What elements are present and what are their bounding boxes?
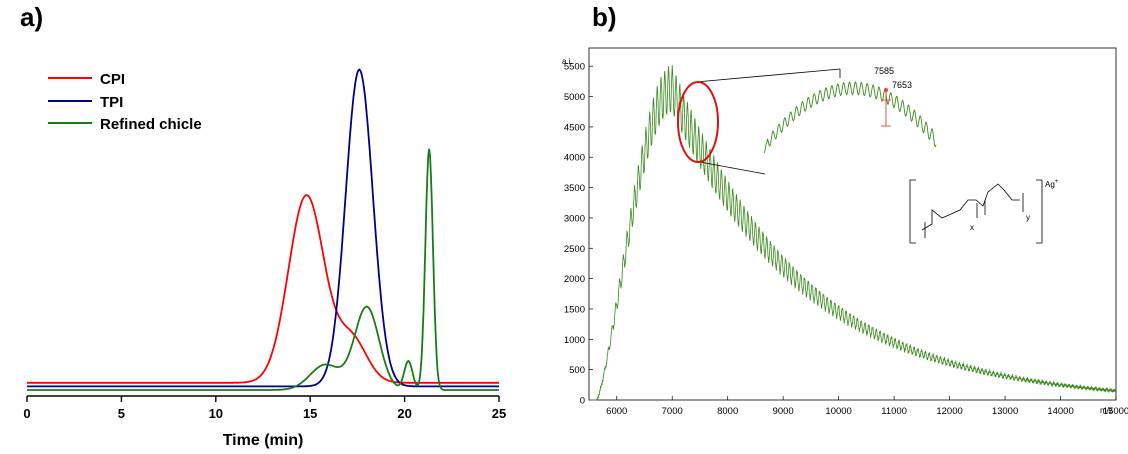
y-tick-label: 4000 (564, 153, 585, 164)
x-tick-label: 6000 (606, 406, 627, 417)
structure-ion-symbol: Ag (1045, 180, 1055, 189)
x-tick-label: 15 (303, 406, 317, 421)
y-tick-label: 1000 (564, 335, 585, 346)
panel-b-spectrum-line (589, 65, 1117, 401)
y-tick-label: 500 (569, 365, 585, 376)
panel-a-x-ticks: 0 5 10 15 20 25 (23, 396, 506, 421)
x-tick-label: 0 (23, 406, 30, 421)
x-tick-label: 10 (209, 406, 223, 421)
panel-b-y-axis-label: a.i. (562, 57, 573, 66)
structure-subscript-y: y (1026, 213, 1030, 222)
panel-b-frame (588, 47, 1117, 401)
y-tick-label: 2000 (564, 274, 585, 285)
structure-chain (921, 183, 1020, 231)
panel-b-y-ticks: 0 500 1000 1500 2000 2500 3000 3500 4000 4500 5000… (564, 62, 593, 407)
panel-a-legend: CPI TPI Refined chicle (48, 71, 202, 133)
x-tick-label: 14000 (1047, 406, 1073, 417)
x-tick-label: 20 (397, 406, 411, 421)
y-tick-label: 3000 (564, 213, 585, 224)
series-line-tpi (27, 68, 499, 388)
zoom-connector-bottom (699, 161, 766, 175)
y-tick-label: 2500 (564, 244, 585, 255)
annotation-marker-dot (883, 87, 889, 93)
y-tick-label: 5500 (564, 62, 585, 73)
zoom-region-circle (677, 81, 719, 163)
zoom-connector-top (695, 68, 841, 83)
structure-ion-charge: + (1055, 179, 1059, 185)
x-tick-label: 12000 (936, 406, 962, 417)
panel-a-label: a) (20, 2, 43, 32)
x-tick-label: 15000 (1103, 406, 1128, 417)
legend-label-tpi: TPI (100, 94, 123, 111)
annotation-7653: 7653 (892, 80, 912, 90)
y-tick-label: 5000 (564, 92, 585, 103)
panel-b: b) a.i. m/z 0 500 1000 1500 2000 2500 3000 3500… (562, 2, 1128, 417)
y-tick-label: 4500 (564, 122, 585, 133)
series-line-cpi (27, 194, 499, 384)
x-tick-label: 7000 (662, 406, 683, 417)
y-tick-label: 0 (580, 396, 585, 407)
series-line-refined-chicle (27, 148, 499, 391)
x-tick-label: 9000 (773, 406, 794, 417)
legend-label-refined-chicle: Refined chicle (100, 116, 202, 133)
panel-b-label: b) (592, 2, 617, 32)
legend-label-cpi: CPI (100, 71, 125, 88)
x-tick-label: 5 (118, 406, 125, 421)
structure-bracket-right (1036, 179, 1043, 244)
x-tick-label: 8000 (717, 406, 738, 417)
panel-a-x-axis-label: Time (min) (223, 432, 304, 449)
x-tick-label: 11000 (881, 406, 907, 417)
structure-subscript-x: x (970, 223, 974, 232)
x-tick-label: 13000 (992, 406, 1018, 417)
structure-counter-ion: Ag+ (1045, 179, 1059, 189)
y-tick-label: 1500 (564, 304, 585, 315)
panel-a-series (27, 68, 499, 391)
panel-b-x-ticks: 6000 7000 8000 9000 10000 11000 12000 13000 1400… (606, 396, 1128, 417)
polyisoprene-structure (909, 179, 1043, 244)
structure-bracket-left (909, 179, 916, 244)
x-tick-label: 10000 (825, 406, 851, 417)
panel-b-x-axis-label: m/z (1100, 406, 1113, 415)
annotation-7585: 7585 (874, 66, 894, 76)
y-tick-label: 3500 (564, 183, 585, 194)
inset-annotation: 7585 7653 (874, 66, 912, 127)
x-tick-label: 25 (492, 406, 506, 421)
panel-a: a) 0 5 10 15 20 25 Time (min) CPI TPI Refined… (20, 2, 506, 449)
panel-b-inset-spectrum (763, 81, 937, 154)
